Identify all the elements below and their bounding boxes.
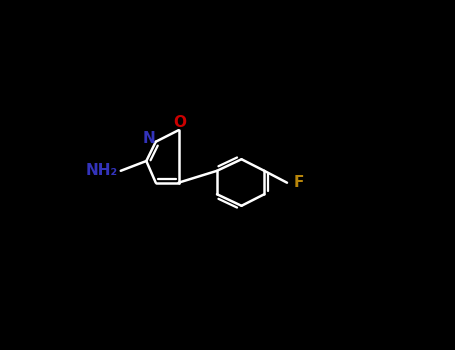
Text: NH₂: NH₂ (86, 163, 118, 178)
Text: N: N (143, 132, 156, 146)
Text: O: O (174, 115, 187, 130)
Text: F: F (293, 175, 303, 190)
